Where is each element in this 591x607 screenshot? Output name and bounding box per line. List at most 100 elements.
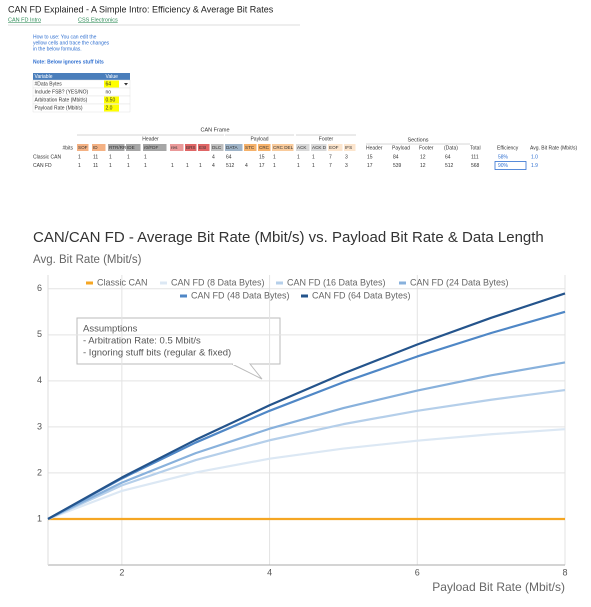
annotation: Assumptions — [83, 324, 138, 335]
table-cell: 1 — [127, 163, 130, 169]
table-cell: 0.50 — [106, 97, 116, 103]
table-cell: 64 — [445, 154, 451, 160]
column-header: IDE — [127, 145, 135, 150]
table-cell: 111 — [471, 154, 479, 160]
group-header: Footer — [319, 136, 334, 142]
y-tick-label: 1 — [37, 513, 42, 523]
column-header: ACK D — [312, 145, 327, 150]
table-cell: 1 — [144, 154, 147, 160]
column-header: CRC — [259, 145, 270, 150]
table-cell: 15 — [367, 154, 373, 160]
table-cell: 64 — [106, 81, 112, 87]
table-cell: 1 — [144, 163, 147, 169]
row-header: #bits — [62, 145, 73, 151]
table-header: Variable — [35, 74, 53, 80]
table-cell: 11 — [93, 154, 98, 160]
dropdown-arrow — [124, 83, 128, 86]
table-cell: 7 — [329, 163, 332, 169]
column-header: Efficiency — [497, 145, 519, 151]
table-cell: 3 — [345, 163, 348, 169]
table-cell: 1 — [312, 154, 315, 160]
column-header: EOF — [329, 145, 339, 150]
column-header-bg — [258, 144, 271, 151]
column-header-bg — [198, 144, 210, 151]
x-tick-label: 8 — [562, 567, 567, 577]
table-title: Sections — [407, 137, 428, 143]
column-header-bg — [296, 144, 310, 151]
legend-label: CAN FD (64 Data Bytes) — [312, 290, 411, 300]
table-cell: 15 — [259, 154, 265, 160]
column-header: Header — [366, 145, 383, 151]
table-cell: 512 — [445, 163, 454, 169]
instruction: How to use: You can edit the — [33, 34, 97, 40]
series-line — [47, 388, 566, 520]
table-cell: 7 — [329, 154, 332, 160]
column-header: Payload — [392, 145, 410, 151]
column-header-bg — [92, 144, 106, 151]
column-header: SOF — [78, 145, 88, 150]
group-header: Header — [142, 136, 159, 142]
column-header: Footer — [419, 145, 434, 151]
table-row — [32, 103, 131, 113]
page-title: CAN FD Explained - A Simple Intro: Effic… — [8, 4, 274, 14]
legend-label: CAN FD (8 Data Bytes) — [171, 277, 265, 287]
annotation-box — [76, 317, 281, 365]
table-cell: 1 — [186, 163, 189, 169]
link[interactable]: CAN FD Intro — [8, 17, 41, 23]
table-header: Value — [106, 74, 119, 80]
annotation-pointer — [231, 363, 263, 380]
table-cell: 1.0 — [531, 154, 538, 160]
column-header: ID — [93, 145, 98, 150]
table-cell: 1 — [312, 163, 315, 169]
column-header-bg — [211, 144, 224, 151]
table-cell: no — [106, 89, 112, 95]
table-cell: 1 — [78, 163, 81, 169]
table-cell: 1.9 — [531, 163, 538, 169]
column-header: RTR/RRS — [109, 145, 129, 150]
x-tick-label: 4 — [267, 567, 272, 577]
y-tick-label: 6 — [37, 283, 42, 293]
table-cell: 11 — [93, 163, 98, 169]
column-header: STC — [245, 145, 255, 150]
group-header: Payload — [250, 136, 268, 142]
table-cell: Payload Rate (Mbit/s) — [35, 105, 83, 111]
table-cell: 1 — [273, 163, 276, 169]
instruction: in the below formulas. — [33, 46, 82, 52]
table-cell: 1 — [297, 163, 300, 169]
editable-cell — [104, 96, 119, 104]
series-line — [47, 292, 566, 520]
y-tick-label: 2 — [37, 467, 42, 477]
y-tick-label: 4 — [37, 375, 42, 385]
table-cell: 12 — [420, 163, 426, 169]
column-header: ESI — [199, 145, 206, 150]
y-tick-label: 3 — [37, 421, 42, 431]
column-header: r0/FDF — [144, 145, 158, 150]
table-cell: 1 — [78, 154, 81, 160]
link[interactable]: CSS Electronics — [78, 17, 118, 23]
table-cell: 512 — [226, 163, 235, 169]
legend-label: CAN FD (48 Data Bytes) — [191, 290, 290, 300]
legend-label: CAN FD (16 Data Bytes) — [287, 277, 386, 287]
table-cell: 4 — [212, 163, 215, 169]
column-header: BRS — [186, 145, 195, 150]
row-label: CAN FD — [33, 163, 52, 169]
table-cell: 1 — [199, 163, 202, 169]
column-header: DLC — [212, 145, 222, 150]
instruction: yellow cells and trace the changes — [33, 40, 110, 46]
table-cell: 4 — [212, 154, 215, 160]
table-cell: 2.0 — [106, 105, 113, 111]
series-line — [47, 428, 566, 520]
table-cell: 568 — [471, 163, 480, 169]
table-cell: 4 — [245, 163, 248, 169]
annotation: - Arbitration Rate: 0.5 Mbit/s — [83, 336, 201, 347]
editable-cell — [104, 80, 119, 88]
table-cell: 90% — [498, 163, 509, 169]
table-cell: #Data Bytes — [35, 81, 63, 87]
column-header-bg — [344, 144, 356, 151]
column-header: DATA — [226, 145, 239, 150]
column-header-bg — [185, 144, 197, 151]
table-cell: 64 — [226, 154, 232, 160]
column-header-bg — [143, 144, 167, 151]
column-header-bg — [311, 144, 327, 151]
